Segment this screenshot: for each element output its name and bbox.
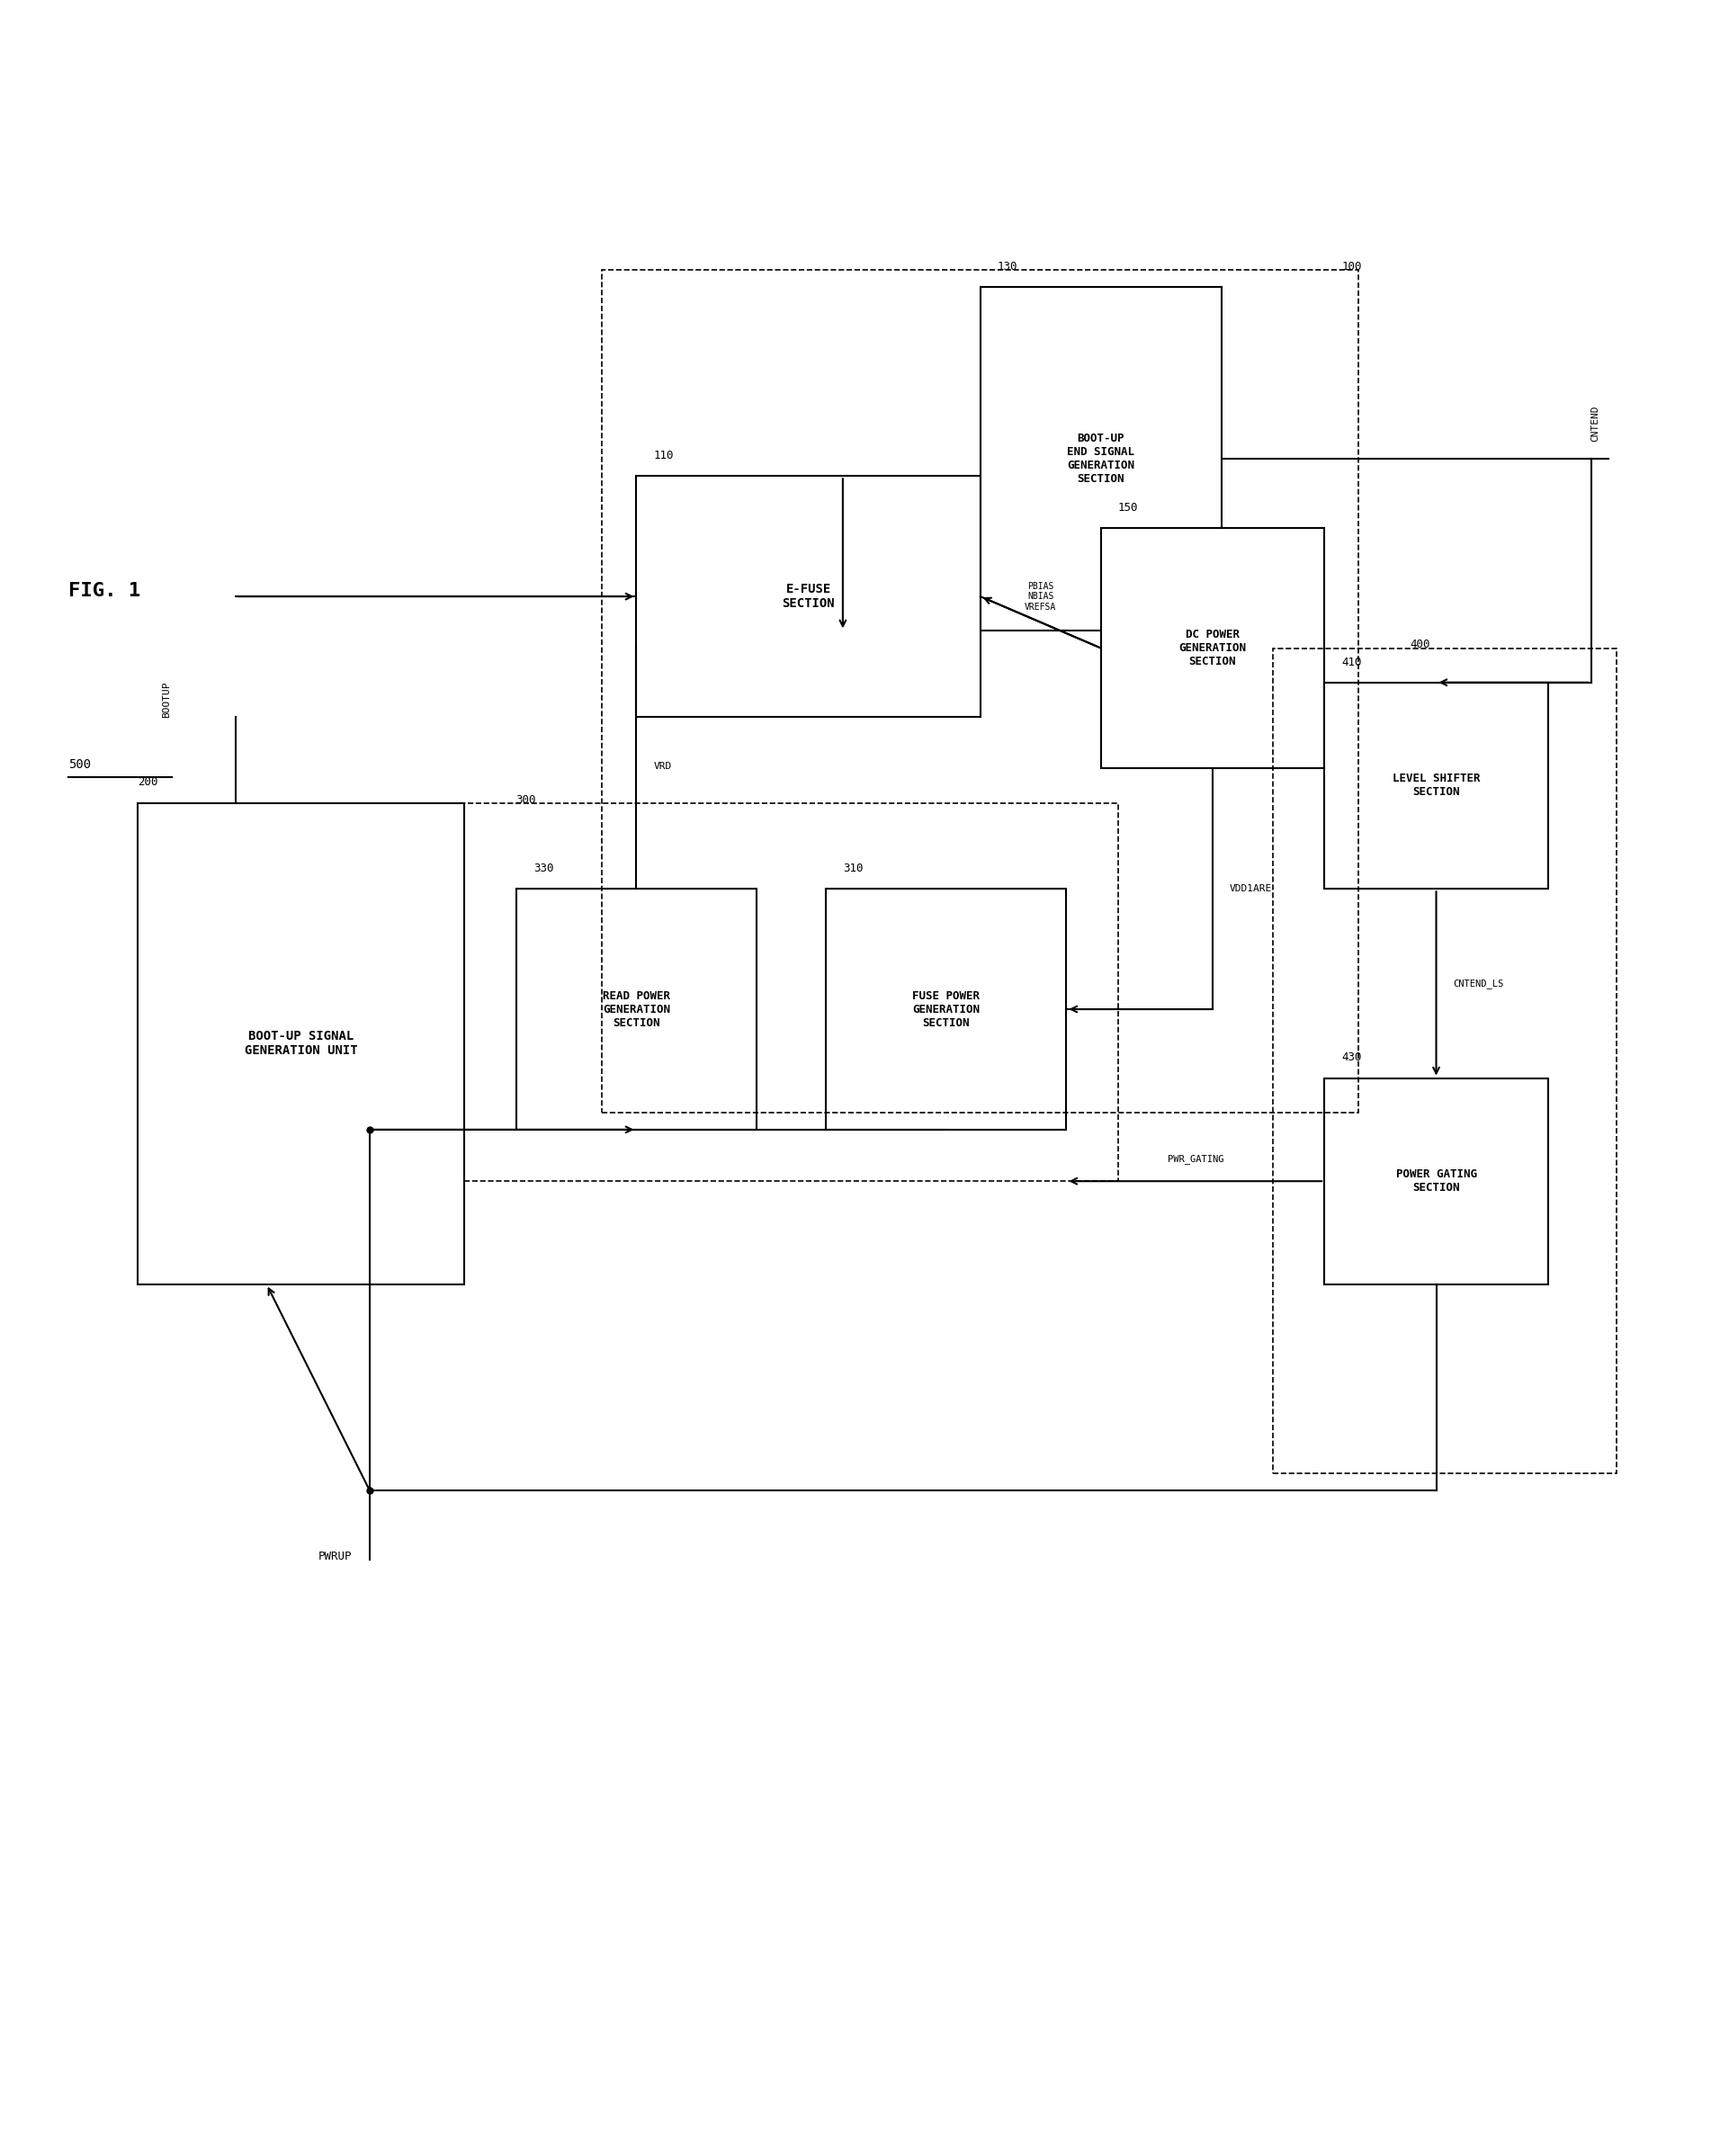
Text: VRD: VRD bbox=[654, 763, 673, 772]
Text: VDD1ARE: VDD1ARE bbox=[1230, 884, 1273, 893]
Text: DC POWER
GENERATION
SECTION: DC POWER GENERATION SECTION bbox=[1178, 630, 1247, 668]
FancyBboxPatch shape bbox=[1324, 1078, 1548, 1285]
Text: 300: 300 bbox=[516, 793, 537, 806]
Text: 330: 330 bbox=[533, 862, 554, 875]
Text: FIG. 1: FIG. 1 bbox=[69, 582, 141, 599]
Text: BOOT-UP
END SIGNAL
GENERATION
SECTION: BOOT-UP END SIGNAL GENERATION SECTION bbox=[1066, 433, 1135, 485]
Text: 110: 110 bbox=[654, 451, 674, 461]
Text: 310: 310 bbox=[843, 862, 863, 875]
Text: BOOT-UP SIGNAL
GENERATION UNIT: BOOT-UP SIGNAL GENERATION UNIT bbox=[244, 1031, 358, 1056]
FancyBboxPatch shape bbox=[826, 888, 1066, 1130]
Text: 130: 130 bbox=[998, 261, 1018, 272]
FancyBboxPatch shape bbox=[516, 888, 757, 1130]
Text: 430: 430 bbox=[1342, 1052, 1362, 1063]
FancyBboxPatch shape bbox=[980, 287, 1221, 632]
Text: 100: 100 bbox=[1342, 261, 1362, 272]
Text: FUSE POWER
GENERATION
SECTION: FUSE POWER GENERATION SECTION bbox=[912, 990, 980, 1028]
Text: 400: 400 bbox=[1410, 638, 1431, 651]
FancyBboxPatch shape bbox=[1324, 683, 1548, 888]
Text: CNTEND: CNTEND bbox=[1591, 405, 1600, 442]
Text: 410: 410 bbox=[1342, 655, 1362, 668]
Text: READ POWER
GENERATION
SECTION: READ POWER GENERATION SECTION bbox=[602, 990, 671, 1028]
Text: E-FUSE
SECTION: E-FUSE SECTION bbox=[783, 582, 834, 610]
Text: 150: 150 bbox=[1118, 502, 1139, 513]
Text: PBIAS
NBIAS
VREFSA: PBIAS NBIAS VREFSA bbox=[1025, 582, 1056, 612]
Text: 200: 200 bbox=[138, 776, 158, 789]
Text: PWR_GATING: PWR_GATING bbox=[1168, 1153, 1223, 1164]
Text: LEVEL SHIFTER
SECTION: LEVEL SHIFTER SECTION bbox=[1393, 774, 1479, 798]
Text: 500: 500 bbox=[69, 759, 91, 772]
Text: BOOTUP: BOOTUP bbox=[162, 681, 172, 718]
Text: CNTEND_LS: CNTEND_LS bbox=[1453, 979, 1503, 987]
FancyBboxPatch shape bbox=[636, 476, 980, 716]
Text: PWRUP: PWRUP bbox=[318, 1550, 353, 1563]
Text: POWER GATING
SECTION: POWER GATING SECTION bbox=[1395, 1169, 1477, 1194]
FancyBboxPatch shape bbox=[1101, 528, 1324, 768]
FancyBboxPatch shape bbox=[138, 802, 464, 1285]
